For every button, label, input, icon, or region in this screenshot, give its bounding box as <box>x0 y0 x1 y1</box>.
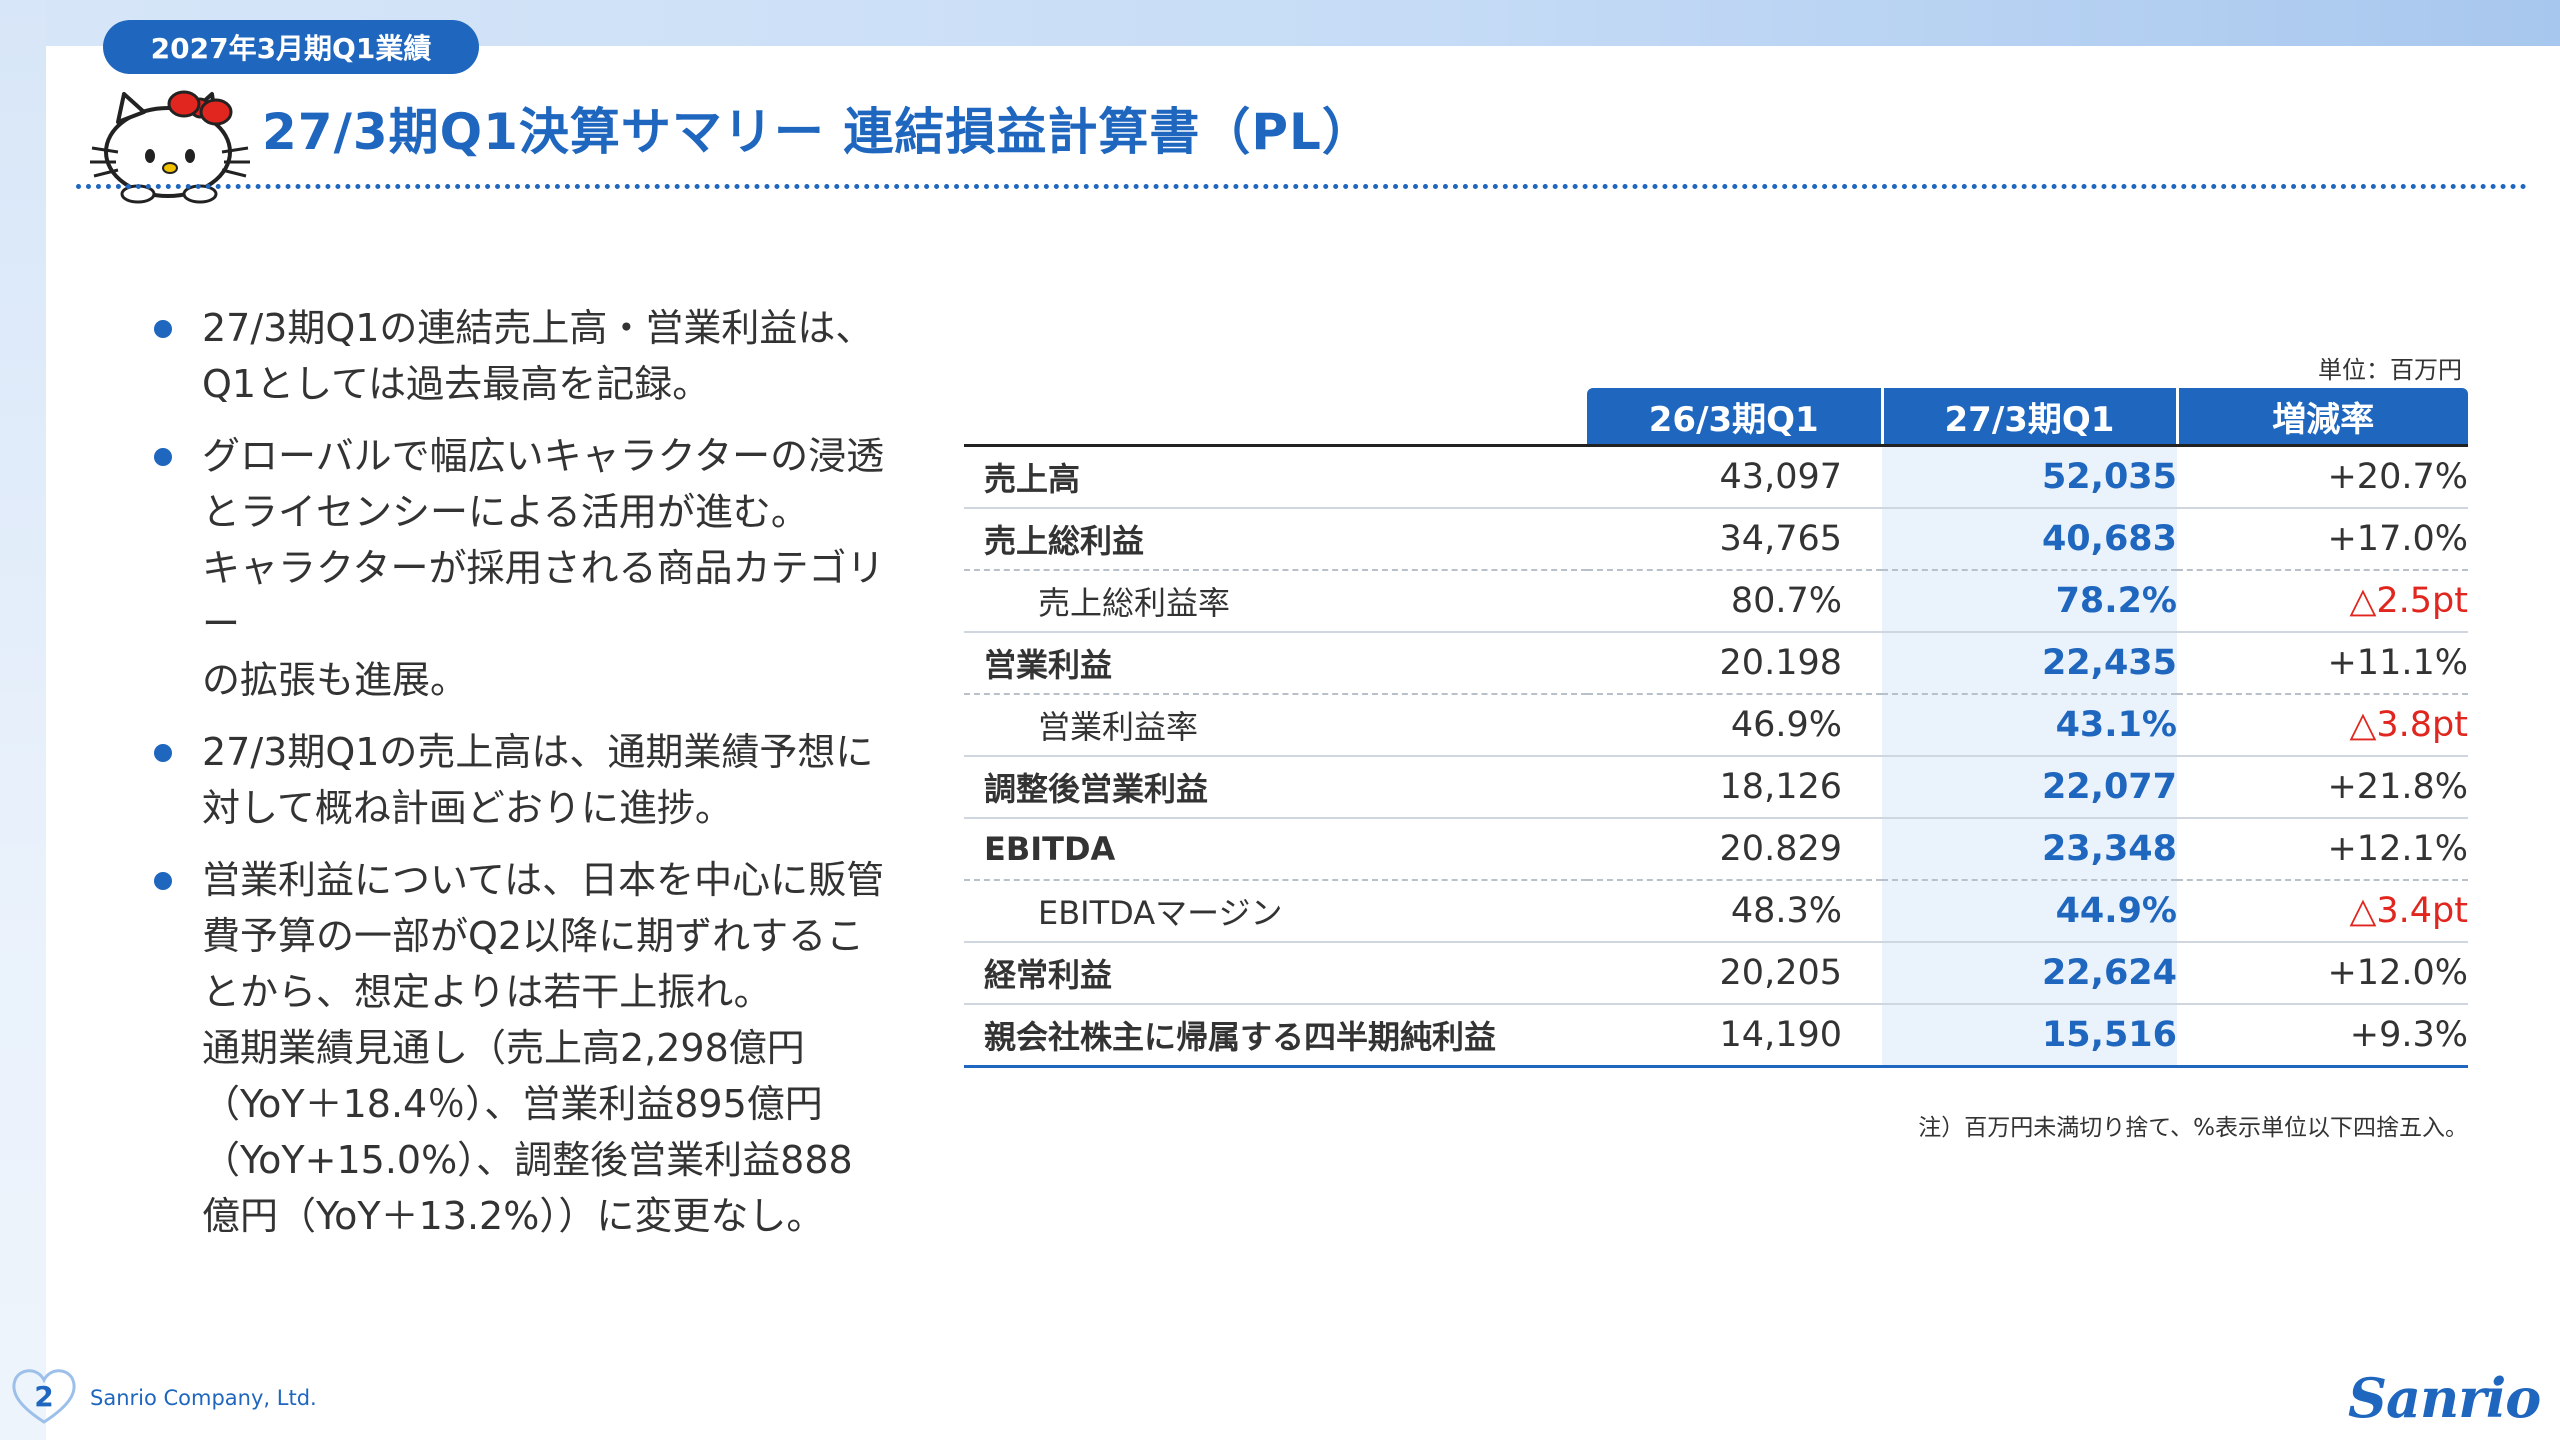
bullet-text: 27/3期Q1の売上高は、通期業績予想に 対して概ね計画どおりに進捗。 <box>202 730 874 830</box>
prev-value: 34,765 <box>1587 508 1882 571</box>
table-row: 経常利益 20,205 22,624 +12.0% <box>964 942 2468 1005</box>
bullet-item: グローバルで幅広いキャラクターの浸透 とライセンシーによる活用が進む。 キャラク… <box>150 428 910 708</box>
row-label: 経常利益 <box>964 942 1587 1005</box>
header-change-rate: 増減率 <box>2175 388 2468 447</box>
prev-value: 18,126 <box>1587 756 1882 819</box>
row-label: 調整後営業利益 <box>964 756 1587 819</box>
title-divider <box>76 184 2528 189</box>
bullet-dot-icon <box>154 448 172 466</box>
current-value: 22,624 <box>1882 942 2177 1005</box>
prev-value: 48.3% <box>1587 880 1882 943</box>
change-value: +12.0% <box>2177 942 2468 1005</box>
change-value: +17.0% <box>2177 508 2468 571</box>
row-label: 営業利益 <box>964 632 1587 695</box>
bullet-text: 27/3期Q1の連結売上高・営業利益は、 Q1としては過去最高を記録。 <box>202 306 874 406</box>
prev-value: 20.198 <box>1587 632 1882 695</box>
change-value: △3.8pt <box>2177 694 2468 757</box>
heart-icon <box>12 1369 76 1424</box>
table-row: 売上総利益 34,765 40,683 +17.0% <box>964 508 2468 571</box>
prev-value: 46.9% <box>1587 694 1882 757</box>
table-header-row: 26/3期Q1 27/3期Q1 増減率 <box>964 388 2468 447</box>
bullet-item: 27/3期Q1の連結売上高・営業利益は、 Q1としては過去最高を記録。 <box>150 300 910 412</box>
current-value: 40,683 <box>1882 508 2177 571</box>
prev-value: 43,097 <box>1587 445 1882 509</box>
prev-value: 20,205 <box>1587 942 1882 1005</box>
row-label: EBITDA <box>964 818 1587 881</box>
current-value: 43.1% <box>1882 694 2177 757</box>
row-label: 営業利益率 <box>964 694 1587 757</box>
current-value: 22,077 <box>1882 756 2177 819</box>
summary-bullet-list: 27/3期Q1の連結売上高・営業利益は、 Q1としては過去最高を記録。 グローバ… <box>150 300 910 1260</box>
mascot-character-icon <box>90 90 250 204</box>
change-value: +20.7% <box>2177 445 2468 509</box>
period-badge: 2027年3月期Q1業績 <box>103 20 479 74</box>
bullet-item: 27/3期Q1の売上高は、通期業績予想に 対して概ね計画どおりに進捗。 <box>150 724 910 836</box>
bullet-text: 営業利益については、日本を中心に販管 費予算の一部がQ2以降に期ずれするこ とか… <box>202 858 885 1238</box>
prev-value: 14,190 <box>1587 1004 1882 1068</box>
current-value: 78.2% <box>1882 570 2177 633</box>
bullet-dot-icon <box>154 320 172 338</box>
table-row: EBITDAマージン 48.3% 44.9% △3.4pt <box>964 880 2468 943</box>
change-value: +21.8% <box>2177 756 2468 819</box>
row-label: EBITDAマージン <box>964 880 1587 943</box>
current-value: 23,348 <box>1882 818 2177 881</box>
table-row: 親会社株主に帰属する四半期純利益 14,190 15,516 +9.3% <box>964 1004 2468 1068</box>
header-current-period: 27/3期Q1 <box>1880 388 2177 447</box>
company-name: Sanrio Company, Ltd. <box>90 1386 317 1410</box>
pl-summary-table: 26/3期Q1 27/3期Q1 増減率 売上高 43,097 52,035 +2… <box>964 388 2468 1068</box>
bullet-dot-icon <box>154 744 172 762</box>
table-row: 調整後営業利益 18,126 22,077 +21.8% <box>964 756 2468 819</box>
table-unit-label: 単位：百万円 <box>2318 356 2462 384</box>
header-prev-period: 26/3期Q1 <box>1587 388 1882 447</box>
change-value: +9.3% <box>2177 1004 2468 1068</box>
sanrio-logo: Sanrio <box>2348 1366 2541 1430</box>
current-value: 52,035 <box>1882 445 2177 509</box>
header-blank-cell <box>964 388 1587 447</box>
row-label: 売上総利益率 <box>964 570 1587 633</box>
change-value: +11.1% <box>2177 632 2468 695</box>
row-label: 売上総利益 <box>964 508 1587 571</box>
change-value: △2.5pt <box>2177 570 2468 633</box>
table-row: 営業利益 20.198 22,435 +11.1% <box>964 632 2468 695</box>
prev-value: 20.829 <box>1587 818 1882 881</box>
current-value: 44.9% <box>1882 880 2177 943</box>
row-label: 売上高 <box>964 445 1587 509</box>
table-row: 営業利益率 46.9% 43.1% △3.8pt <box>964 694 2468 757</box>
table-row: EBITDA 20.829 23,348 +12.1% <box>964 818 2468 881</box>
current-value: 22,435 <box>1882 632 2177 695</box>
current-value: 15,516 <box>1882 1004 2177 1068</box>
change-value: △3.4pt <box>2177 880 2468 943</box>
table-footnote: 注）百万円未満切り捨て、%表示単位以下四捨五入。 <box>1918 1115 2468 1141</box>
bullet-item: 営業利益については、日本を中心に販管 費予算の一部がQ2以降に期ずれするこ とか… <box>150 852 910 1244</box>
table-row: 売上高 43,097 52,035 +20.7% <box>964 445 2468 509</box>
table-row: 売上総利益率 80.7% 78.2% △2.5pt <box>964 570 2468 633</box>
left-frame-band <box>0 0 46 1440</box>
row-label: 親会社株主に帰属する四半期純利益 <box>964 1004 1587 1068</box>
change-value: +12.1% <box>2177 818 2468 881</box>
bullet-dot-icon <box>154 872 172 890</box>
prev-value: 80.7% <box>1587 570 1882 633</box>
page-title: 27/3期Q1決算サマリー 連結損益計算書（PL） <box>262 103 1373 161</box>
page-number: 2 <box>34 1380 54 1413</box>
bullet-text: グローバルで幅広いキャラクターの浸透 とライセンシーによる活用が進む。 キャラク… <box>202 434 885 702</box>
